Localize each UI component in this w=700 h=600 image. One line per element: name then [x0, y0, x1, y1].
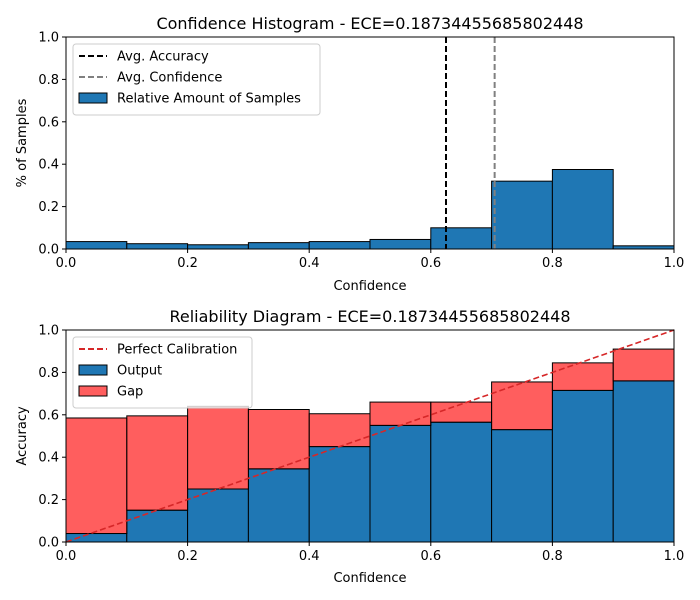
- output-bar: [187, 488, 249, 543]
- gap-bar: [247, 409, 310, 470]
- histogram-bar: [126, 243, 189, 250]
- legend-gap-label: Gap: [117, 385, 143, 400]
- output-bar: [612, 380, 675, 543]
- x-tick-label: 0.4: [299, 549, 320, 564]
- x-tick-label: 0.6: [420, 549, 441, 564]
- gap-bar: [551, 362, 614, 391]
- legend-box: [72, 43, 321, 116]
- x-tick-label: 0.2: [177, 549, 198, 564]
- chart-title: Confidence Histogram - ECE=0.18734455685…: [156, 14, 583, 33]
- x-tick-label: 0.6: [420, 256, 441, 271]
- x-tick-label: 0.4: [299, 256, 320, 271]
- legend-box: [72, 336, 253, 409]
- perfect-calibration-line: [65, 329, 675, 543]
- y-tick-label: 0.2: [38, 493, 59, 508]
- y-tick-label: 0.0: [38, 536, 59, 551]
- gap-bar: [369, 401, 432, 426]
- gap-bar: [187, 405, 249, 490]
- y-tick-label: 0.4: [38, 451, 59, 466]
- y-tick-label: 0.2: [38, 200, 59, 215]
- x-axis-label: Confidence: [333, 571, 406, 586]
- histogram-bar: [551, 169, 614, 250]
- legend-relative-samples-label: Relative Amount of Samples: [117, 92, 301, 107]
- y-tick-label: 1.0: [38, 324, 59, 339]
- output-bar: [65, 533, 128, 543]
- y-tick-label: 0.0: [38, 243, 59, 258]
- histogram-bar: [369, 238, 432, 250]
- x-tick-label: 0.0: [56, 549, 77, 564]
- gap-bar: [491, 381, 553, 431]
- legend-avg-accuracy-label: Avg. Accuracy: [117, 50, 209, 65]
- y-tick-label: 0.4: [38, 158, 59, 173]
- x-tick-label: 0.0: [56, 256, 77, 271]
- x-tick-label: 0.8: [542, 549, 563, 564]
- x-tick-label: 0.2: [177, 256, 198, 271]
- y-tick-label: 0.8: [38, 366, 59, 381]
- histogram-bar: [430, 227, 493, 250]
- y-tick-label: 0.6: [38, 408, 59, 423]
- x-tick-label: 1.0: [664, 256, 685, 271]
- legend-gap-swatch: [78, 385, 108, 397]
- histogram-bar: [247, 242, 310, 250]
- legend-avg-confidence-label: Avg. Confidence: [117, 71, 222, 86]
- gap-bar: [612, 348, 675, 382]
- legend-perfect-calibration-label: Perfect Calibration: [117, 343, 237, 358]
- output-bar: [430, 421, 493, 543]
- y-axis-label: Accuracy: [15, 406, 30, 466]
- output-bar: [247, 468, 310, 543]
- x-tick-label: 0.8: [542, 256, 563, 271]
- output-bar: [491, 429, 553, 543]
- output-bar: [551, 389, 614, 543]
- y-tick-label: 1.0: [38, 31, 59, 46]
- histogram-bar: [491, 180, 553, 250]
- histogram-bar: [187, 244, 249, 250]
- reliability-diagram-chart: Reliability Diagram - ECE=0.187344556858…: [15, 307, 684, 586]
- axes-frame: [65, 36, 675, 250]
- gap-bar: [65, 417, 128, 535]
- chart-title: Reliability Diagram - ECE=0.187344556858…: [169, 307, 570, 326]
- legend-output-label: Output: [117, 364, 162, 379]
- y-tick-label: 0.8: [38, 73, 59, 88]
- legend-output-swatch: [78, 364, 108, 376]
- x-tick-label: 1.0: [664, 549, 685, 564]
- output-bar: [308, 446, 371, 543]
- y-axis-label: % of Samples: [15, 98, 30, 187]
- legend: Perfect Calibration Output Gap: [72, 336, 253, 409]
- y-tick-label: 0.6: [38, 115, 59, 130]
- axes-frame: [65, 329, 675, 543]
- x-axis-label: Confidence: [333, 279, 406, 294]
- legend-relative-samples-swatch: [78, 92, 108, 104]
- histogram-bar: [308, 241, 371, 250]
- gap-bar: [430, 401, 493, 423]
- confidence-histogram-chart: Confidence Histogram - ECE=0.18734455685…: [15, 14, 684, 294]
- output-bar: [369, 424, 432, 543]
- histogram-bar: [65, 241, 128, 250]
- gap-bar: [126, 415, 189, 511]
- gap-bar: [308, 413, 371, 448]
- output-bar: [126, 509, 189, 543]
- legend: Avg. Accuracy Avg. Confidence Relative Amo…: [72, 43, 321, 116]
